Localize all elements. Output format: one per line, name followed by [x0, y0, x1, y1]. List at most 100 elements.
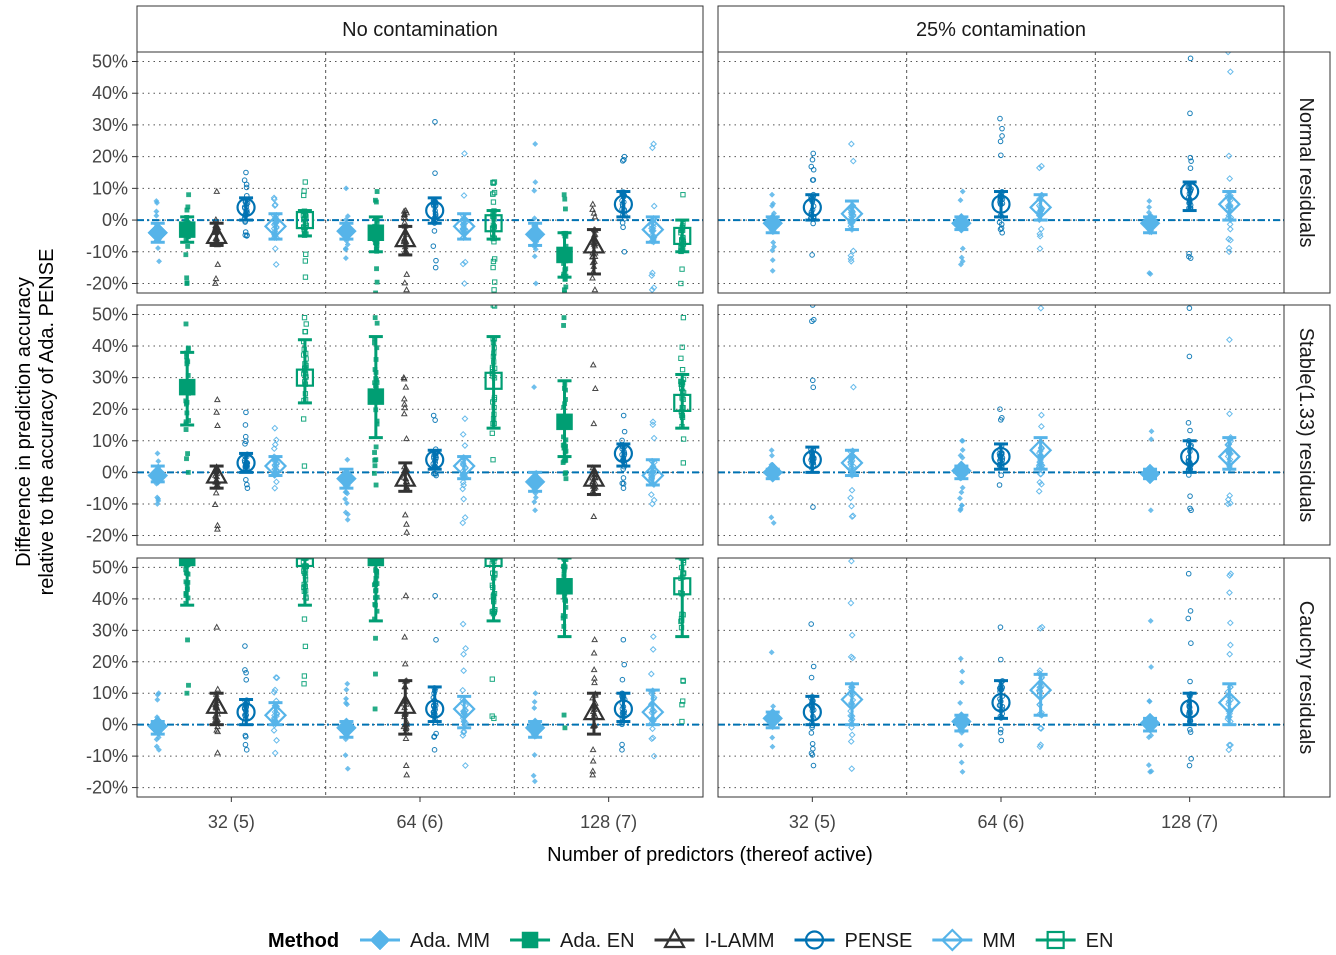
data-point — [998, 225, 1005, 231]
data-point — [809, 305, 816, 308]
data-point — [433, 637, 439, 643]
data-point — [185, 345, 191, 351]
data-point — [242, 232, 249, 238]
data-point — [490, 457, 496, 463]
data-point — [153, 199, 161, 206]
data-point — [997, 138, 1004, 145]
data-point — [214, 421, 221, 429]
data-point — [343, 686, 350, 693]
data-point — [242, 741, 249, 748]
data-point — [373, 444, 379, 450]
data-point — [621, 248, 628, 255]
mean-marker — [263, 214, 288, 238]
data-point — [461, 415, 469, 423]
data-point — [589, 757, 597, 764]
data-point — [303, 321, 309, 327]
data-point — [242, 229, 249, 235]
panel-marks — [762, 52, 1241, 278]
y-tick-label: 0% — [102, 210, 128, 230]
data-point — [1187, 729, 1194, 735]
data-point — [374, 320, 380, 326]
data-point — [1188, 640, 1194, 646]
data-point — [154, 245, 162, 252]
data-point — [562, 457, 568, 463]
data-point — [490, 264, 496, 271]
data-point — [460, 192, 468, 199]
data-point — [591, 636, 599, 643]
mean-marker — [484, 214, 503, 233]
data-point — [460, 729, 468, 736]
mean-marker — [367, 388, 385, 405]
data-point — [342, 495, 349, 503]
panel-marks — [762, 558, 1241, 775]
data-point — [301, 463, 308, 469]
mean-marker — [613, 699, 633, 719]
data-point — [562, 196, 568, 202]
data-point — [848, 724, 855, 731]
data-point — [1226, 572, 1234, 579]
legend-label: PENSE — [845, 930, 913, 952]
data-point — [1185, 420, 1192, 426]
data-point — [957, 742, 964, 749]
data-point — [563, 206, 568, 212]
data-point — [680, 678, 686, 684]
data-point — [769, 257, 776, 264]
column-strip-label: 25% contamination — [916, 19, 1086, 41]
data-point — [590, 649, 598, 656]
data-point — [302, 643, 309, 650]
data-point — [848, 558, 855, 565]
mean-marker — [673, 393, 692, 412]
data-point — [562, 725, 568, 731]
data-point — [680, 460, 686, 466]
data-point — [810, 504, 816, 510]
data-point — [462, 644, 470, 652]
data-point — [958, 679, 965, 686]
data-point — [301, 192, 307, 199]
data-point — [155, 495, 162, 502]
y-tick-label: 30% — [92, 115, 128, 135]
data-point — [401, 660, 409, 667]
x-tick-label: 32 (5) — [789, 812, 836, 832]
data-point — [401, 279, 409, 286]
data-point — [956, 495, 963, 502]
y-tick-label: 20% — [92, 652, 128, 672]
y-tick-label: 10% — [92, 683, 128, 703]
data-point — [997, 656, 1004, 663]
panel-marks — [147, 558, 692, 785]
mean-marker — [1029, 678, 1053, 702]
legend-key-symbol — [369, 929, 391, 951]
data-point — [531, 704, 538, 712]
data-point — [589, 205, 596, 212]
data-point — [849, 654, 857, 662]
data-point — [401, 400, 408, 407]
data-point — [591, 384, 599, 392]
data-point — [459, 686, 467, 694]
data-point — [680, 192, 686, 198]
data-point — [402, 592, 410, 599]
data-point — [344, 680, 351, 687]
data-point — [1147, 507, 1154, 514]
data-point — [847, 140, 855, 148]
data-point — [649, 269, 656, 277]
data-point — [531, 751, 538, 759]
data-point — [273, 674, 281, 682]
data-point — [1185, 570, 1192, 577]
data-point — [997, 729, 1004, 736]
data-point — [243, 184, 250, 191]
data-point — [1146, 270, 1153, 277]
data-point — [589, 200, 597, 207]
data-point — [343, 695, 350, 702]
data-point — [770, 239, 777, 246]
data-point — [561, 192, 567, 198]
data-point — [590, 209, 598, 216]
data-point — [810, 762, 817, 769]
data-point — [490, 179, 496, 186]
data-point — [589, 361, 597, 368]
data-point — [271, 245, 279, 253]
data-point — [1224, 496, 1232, 503]
panel-marks — [762, 305, 1241, 526]
column-strip — [717, 5, 1285, 53]
data-point — [957, 655, 964, 662]
facet-strips: No contamination 25% contamination Normal … — [136, 5, 1331, 798]
data-point — [847, 599, 855, 607]
